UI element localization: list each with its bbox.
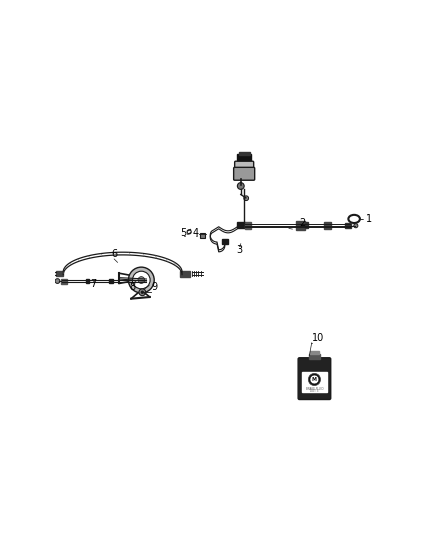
Circle shape <box>139 289 146 296</box>
Circle shape <box>128 267 154 293</box>
Circle shape <box>308 374 321 385</box>
Bar <box>60 279 67 284</box>
Circle shape <box>39 271 44 276</box>
Circle shape <box>138 277 145 284</box>
Bar <box>110 279 113 284</box>
Bar <box>345 223 351 228</box>
FancyBboxPatch shape <box>235 161 254 171</box>
Bar <box>237 222 245 229</box>
Circle shape <box>310 375 319 384</box>
Bar <box>237 154 251 163</box>
Text: 10: 10 <box>312 333 324 343</box>
Text: M: M <box>312 377 317 382</box>
Bar <box>180 271 190 277</box>
Bar <box>245 222 251 229</box>
Bar <box>310 351 319 354</box>
Text: 5: 5 <box>180 228 187 238</box>
Bar <box>239 152 250 155</box>
Bar <box>56 271 63 276</box>
Text: 1: 1 <box>366 214 372 224</box>
Bar <box>304 222 308 229</box>
Bar <box>324 222 331 229</box>
Bar <box>86 279 89 284</box>
Text: 6: 6 <box>111 249 117 259</box>
Circle shape <box>237 183 244 189</box>
Bar <box>309 354 320 359</box>
FancyBboxPatch shape <box>298 358 331 400</box>
Circle shape <box>141 290 144 294</box>
Text: BRAKE FLUID: BRAKE FLUID <box>306 386 323 391</box>
Text: 8: 8 <box>130 282 136 292</box>
Text: 2: 2 <box>300 219 306 228</box>
Text: 9: 9 <box>152 282 158 292</box>
Text: 3: 3 <box>237 246 243 255</box>
Bar <box>297 221 304 230</box>
Text: 7: 7 <box>91 279 97 289</box>
Bar <box>43 271 46 276</box>
Text: 4: 4 <box>193 228 199 238</box>
FancyBboxPatch shape <box>233 167 254 180</box>
Bar <box>222 239 228 244</box>
Circle shape <box>55 279 60 284</box>
Text: DOT 3: DOT 3 <box>310 389 319 393</box>
Circle shape <box>132 271 150 289</box>
Bar <box>200 233 205 238</box>
Circle shape <box>354 224 358 228</box>
Bar <box>301 372 327 392</box>
Circle shape <box>244 196 249 200</box>
